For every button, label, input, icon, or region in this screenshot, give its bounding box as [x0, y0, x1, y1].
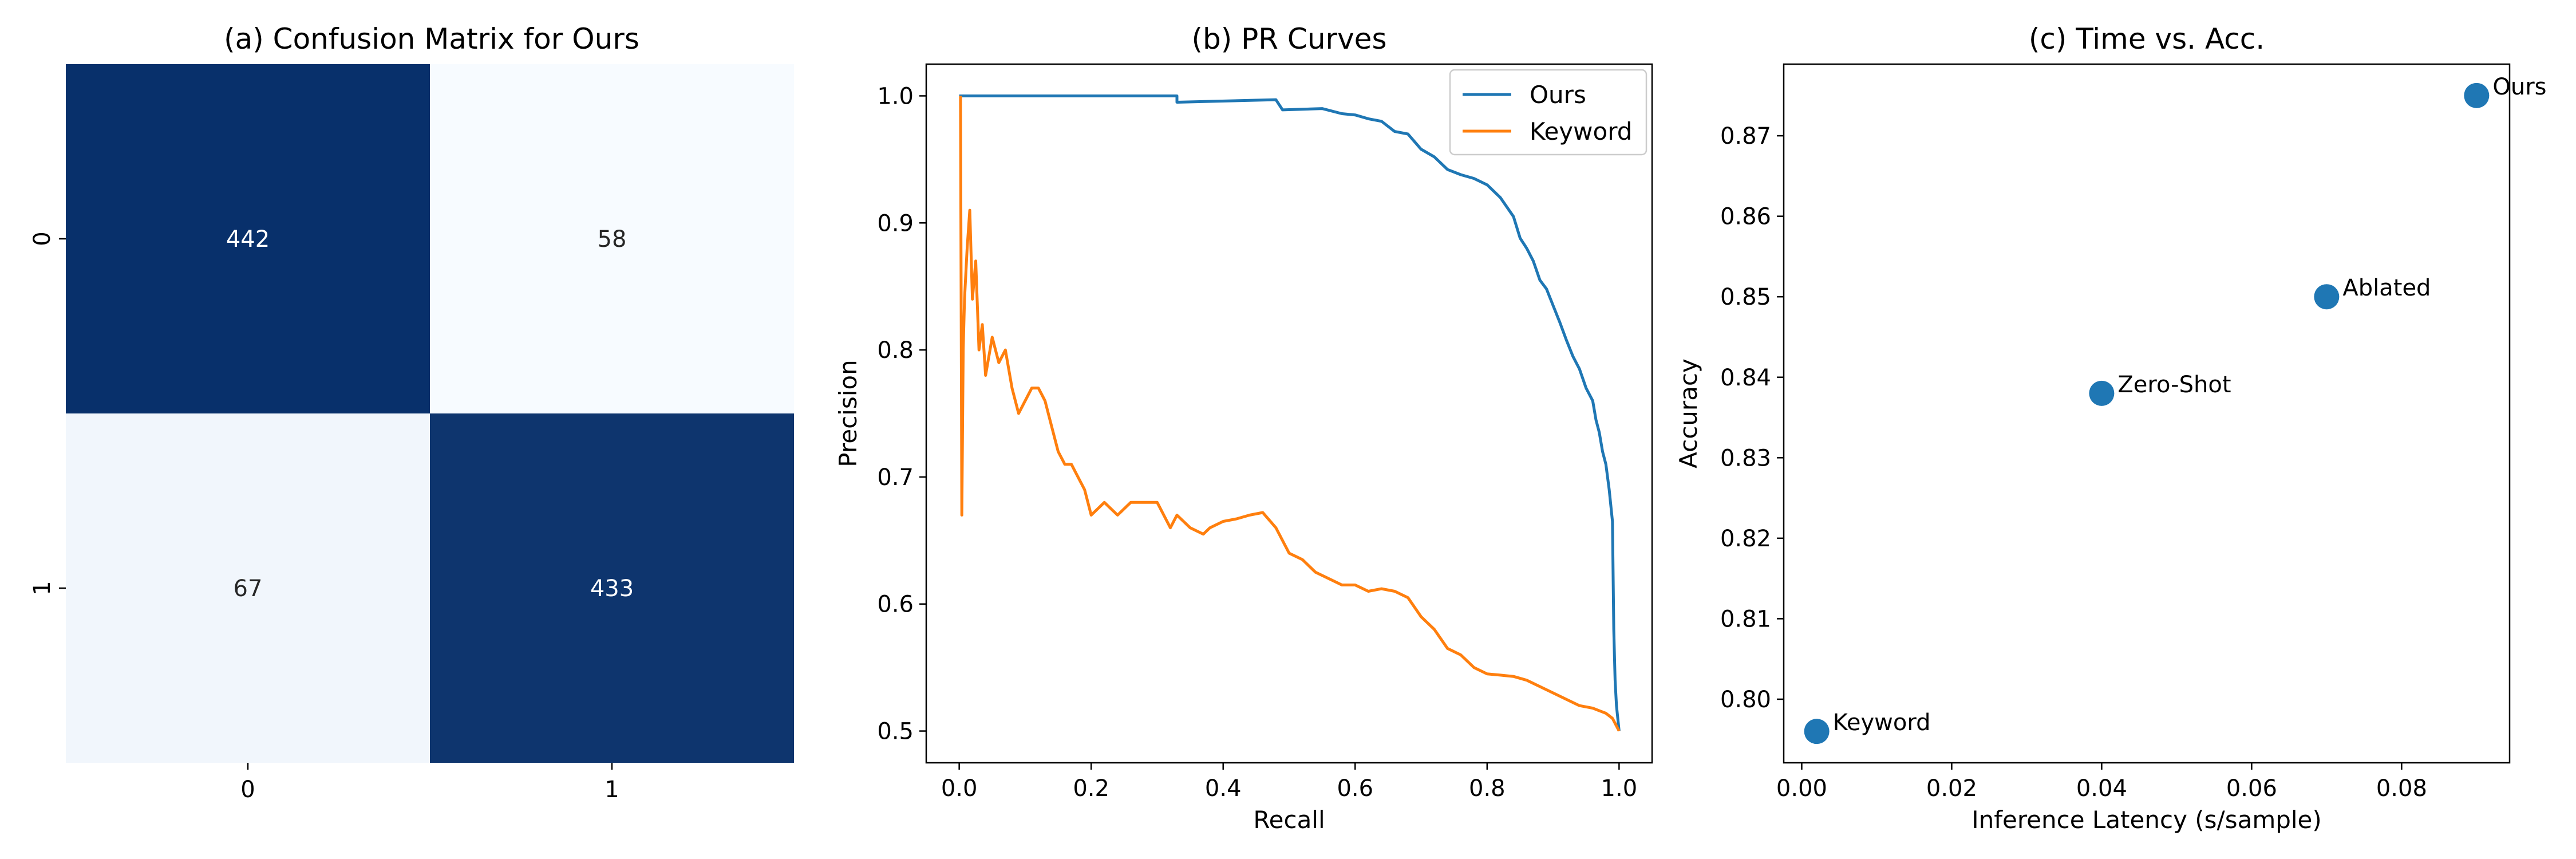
y-tick-label: 0.8 [877, 337, 914, 364]
y-tick-label: 0.83 [1720, 445, 1771, 471]
heatmap-cell-value: 433 [590, 576, 634, 602]
time-vs-accuracy-points: Ours Ablated Zero-Shot Keyword [1804, 74, 2546, 744]
scatter-point-zero-shot [2089, 380, 2115, 406]
x-tick-label: 0.08 [2376, 775, 2427, 802]
confusion-matrix-panel: (a) Confusion Matrix for Ours 442 58 67 433… [29, 22, 794, 803]
point-annotation: Zero-Shot [2117, 372, 2231, 398]
point-annotation: Keyword [1833, 710, 1931, 736]
series-line-ours [959, 94, 1621, 731]
heatmap-cell-1-0 [66, 413, 430, 763]
y-tick-label: 0.82 [1720, 526, 1771, 552]
y-tick-label: 0.86 [1720, 204, 1771, 230]
heatmap-cell-value: 58 [598, 226, 627, 253]
legend-frame [1449, 69, 1647, 156]
confusion-matrix-title: (a) Confusion Matrix for Ours [224, 22, 639, 56]
scatter-point-keyword [1804, 719, 1830, 744]
y-tick-label: 0.81 [1720, 606, 1771, 632]
y-tick-label: 0.85 [1720, 284, 1771, 310]
x-tick-label: 0 [240, 777, 255, 803]
x-tick-label: 0.06 [2226, 775, 2277, 802]
y-tick-label: 1 [29, 581, 56, 595]
y-tick-label: 0.7 [877, 464, 914, 491]
scatter-point-ours [2464, 82, 2490, 108]
y-tick-label: 0.9 [877, 210, 914, 237]
x-tick-label: 0.2 [1073, 775, 1109, 802]
confusion-matrix-ticks: 0 1 0 1 [29, 231, 619, 803]
legend-label-keyword: Keyword [1530, 117, 1632, 145]
heatmap-cell-value: 442 [226, 226, 270, 253]
x-tick-label: 0.4 [1205, 775, 1242, 802]
pr-curves-ticks: 0.0 0.2 0.4 0.6 0.8 1.0 0.5 0.6 0.7 0.8 0.9 1.0 [877, 83, 1637, 802]
x-tick-label: 0.00 [1776, 775, 1827, 802]
heatmap-cell-0-0 [66, 64, 430, 413]
pr-curves-panel: (b) PR Curves 0.0 0.2 0.4 0.6 0.8 1.00.50.60.… [834, 22, 1653, 834]
time-vs-accuracy-x-axis-label: Inference Latency (s/sample) [1971, 806, 2322, 834]
heatmap-cell-value: 67 [234, 576, 263, 602]
scatter-point-ablated [2314, 284, 2340, 310]
y-tick-label: 0.5 [877, 719, 914, 745]
time-vs-accuracy-ticks: 0.00 0.02 0.04 0.06 0.08 0.80 0.81 0.82 0.83 0.84… [1720, 123, 2427, 802]
x-tick-label: 0.0 [941, 775, 978, 802]
x-tick-label: 1.0 [1601, 775, 1638, 802]
x-tick-label: 0.6 [1337, 775, 1373, 802]
point-annotation: Ours [2492, 74, 2546, 100]
x-tick-label: 0.04 [2076, 775, 2127, 802]
x-tick-label: 0.02 [1926, 775, 1977, 802]
heatmap-cell-1-1 [430, 413, 794, 763]
pr-curves-title: (b) PR Curves [1192, 22, 1387, 56]
time-vs-accuracy-panel: (c) Time vs. Acc. 0.00 0.02 0.04 0.06 0.080.… [1674, 22, 2546, 834]
y-tick-label: 1.0 [877, 83, 914, 109]
pr-curves-legend: Ours Keyword [1449, 69, 1647, 156]
y-tick-label: 0 [29, 231, 56, 246]
pr-curves-lines [959, 94, 1621, 732]
y-tick-label: 0.6 [877, 592, 914, 618]
time-vs-accuracy-plot-frame [1783, 63, 2511, 764]
point-annotation: Ablated [2342, 275, 2431, 301]
heatmap-cell-0-1 [430, 64, 794, 413]
legend-label-ours: Ours [1530, 81, 1586, 109]
y-tick-label: 0.87 [1720, 123, 1771, 149]
pr-curves-y-axis-label: Precision [834, 360, 862, 467]
x-tick-label: 0.8 [1469, 775, 1506, 802]
pr-curves-x-axis-label: Recall [1253, 806, 1325, 834]
pr-curves-plot-frame [925, 63, 1653, 764]
time-vs-accuracy-title: (c) Time vs. Acc. [2029, 22, 2265, 56]
y-tick-label: 0.84 [1720, 365, 1771, 391]
x-tick-label: 1 [605, 777, 619, 803]
series-line-keyword [959, 96, 1621, 732]
confusion-matrix-cells: 442 58 67 433 [66, 64, 794, 763]
y-tick-label: 0.80 [1720, 687, 1771, 713]
time-vs-accuracy-y-axis-label: Accuracy [1674, 358, 1702, 468]
